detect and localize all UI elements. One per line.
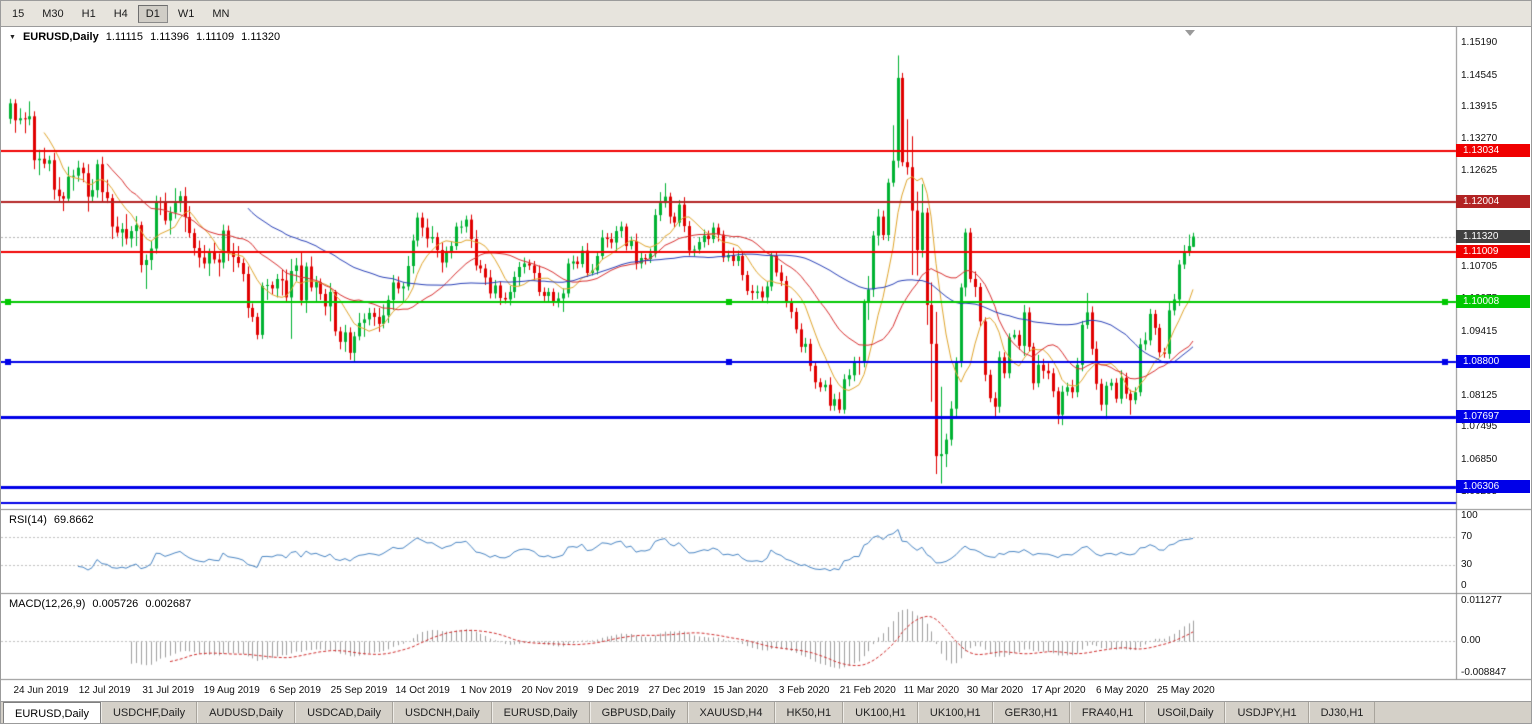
date-label: 20 Nov 2019	[521, 685, 579, 696]
macd-indicator-label: MACD(12,26,9) 0.005726 0.002687	[9, 598, 191, 610]
price-tick: 1.15190	[1461, 37, 1498, 49]
chart-tab-uk100-h1[interactable]: UK100,H1	[843, 702, 918, 723]
hline-price-label: 1.11009	[1456, 245, 1530, 259]
ohlc-low-value: 1.11109	[196, 31, 235, 43]
date-label: 11 Mar 2020	[903, 685, 960, 696]
hline-price-label: 1.12004	[1456, 195, 1530, 209]
chart-tab-usdjpy-h1[interactable]: USDJPY,H1	[1225, 702, 1309, 723]
date-label: 6 May 2020	[1096, 685, 1149, 696]
rsi-scale-label: 30	[1461, 559, 1473, 570]
date-label: 14 Oct 2019	[395, 685, 450, 696]
timeframe-button-w1[interactable]: W1	[177, 7, 195, 20]
date-label: 25 Sep 2019	[330, 685, 388, 696]
chart-tab-gbpusd-daily[interactable]: GBPUSD,Daily	[589, 702, 688, 723]
chart-tab-dj30-h1[interactable]: DJ30,H1	[1308, 702, 1376, 723]
price-axis: 1.151901.145451.139151.132701.126251.119…	[1456, 27, 1531, 701]
chart-symbol-label: EURUSD,Daily	[22, 31, 99, 43]
price-tick: 1.12625	[1461, 165, 1498, 177]
chart-tab-fra40-h1[interactable]: FRA40,H1	[1069, 702, 1146, 723]
price-tick: 1.09415	[1461, 325, 1498, 337]
timeframe-button-15[interactable]: 15	[12, 7, 25, 20]
rsi-scale-label: 100	[1461, 510, 1478, 521]
timeframe-button-h4[interactable]: H4	[113, 7, 128, 20]
ohlc-open-value: 1.11115	[105, 31, 144, 43]
chart-tab-uk100-h1[interactable]: UK100,H1	[917, 702, 993, 723]
date-label: 27 Dec 2019	[648, 685, 706, 696]
rsi-scale-label: 0	[1461, 580, 1467, 591]
date-label: 17 Apr 2020	[1031, 685, 1086, 696]
chart-tab-ger30-h1[interactable]: GER30,H1	[992, 702, 1070, 723]
chart-tab-usdcnh-daily[interactable]: USDCNH,Daily	[393, 702, 492, 723]
date-label: 3 Feb 2020	[778, 685, 830, 696]
rsi-scale-label: 70	[1461, 531, 1473, 542]
price-tick: 1.06850	[1461, 453, 1498, 465]
current-price-label: 1.11320	[1456, 229, 1530, 243]
date-label: 30 Mar 2020	[966, 685, 1024, 696]
hline-price-label: 1.06306	[1456, 479, 1530, 493]
hline-price-label: 1.08800	[1456, 355, 1530, 369]
chart-tab-bar: EURUSD,Daily USDCHF,Daily AUDUSD,Daily USDC…	[1, 701, 1531, 723]
timeframe-button-mn[interactable]: MN	[212, 7, 230, 20]
rsi-name: RSI(14)	[9, 514, 47, 526]
price-tick: 1.13270	[1461, 133, 1498, 145]
date-label: 6 Sep 2019	[269, 685, 321, 696]
price-tick: 1.13915	[1461, 101, 1498, 113]
date-label: 24 Jun 2019	[13, 685, 69, 696]
chart-tab-audusd-daily[interactable]: AUDUSD,Daily	[197, 702, 296, 723]
date-label: 31 Jul 2019	[142, 685, 195, 696]
hline-price-label: 1.07697	[1456, 410, 1530, 424]
ohlc-close-value: 1.11320	[241, 31, 281, 43]
price-tick: 1.14545	[1461, 69, 1498, 81]
chart-area: ▼ EURUSD,Daily 1.11115 1.11396 1.11109 1…	[1, 27, 1531, 701]
chart-canvas[interactable]	[1, 27, 1531, 701]
hline-price-label: 1.13034	[1456, 144, 1530, 158]
timeframe-button-m30[interactable]: M30	[42, 7, 64, 20]
timeframe-button-h1[interactable]: H1	[81, 7, 96, 20]
chart-tab-usdchf-daily[interactable]: USDCHF,Daily	[100, 702, 198, 723]
chart-tab-hk50-h1[interactable]: HK50,H1	[774, 702, 844, 723]
chart-title: ▼ EURUSD,Daily 1.11115 1.11396 1.11109 1…	[9, 31, 280, 43]
macd-name: MACD(12,26,9)	[9, 598, 86, 610]
price-tick: 1.07495	[1461, 421, 1498, 433]
timeframe-toolbar: 15 M30 H1 H4 D1 W1 MN	[1, 1, 1531, 27]
timeframe-button-d1[interactable]: D1	[137, 4, 168, 23]
date-label: 9 Dec 2019	[587, 685, 639, 696]
chart-tab-usoil-daily[interactable]: USOil,Daily	[1145, 702, 1226, 723]
chart-tab-usdcad-daily[interactable]: USDCAD,Daily	[295, 702, 394, 723]
date-label: 12 Jul 2019	[78, 685, 131, 696]
macd-scale-label: 0.011277	[1461, 595, 1502, 606]
chart-tab-eurusd-daily[interactable]: EURUSD,Daily	[491, 702, 590, 723]
rsi-value: 69.8662	[53, 514, 94, 526]
macd-scale-label: -0.008847	[1461, 667, 1507, 678]
date-label: 19 Aug 2019	[203, 685, 260, 696]
chart-shift-marker[interactable]	[1185, 30, 1195, 36]
price-tick: 1.08125	[1461, 389, 1498, 401]
date-label: 25 May 2020	[1156, 685, 1215, 696]
ohlc-high-value: 1.11396	[150, 31, 190, 43]
rsi-indicator-label: RSI(14) 69.8662	[9, 514, 94, 526]
date-label: 15 Jan 2020	[713, 685, 769, 696]
price-tick: 1.10705	[1461, 261, 1498, 273]
date-label: 21 Feb 2020	[839, 685, 896, 696]
date-axis: 24 Jun 2019 12 Jul 2019 31 Jul 2019 19 Aug …	[1, 679, 1456, 701]
macd-scale-label: 0.00	[1461, 635, 1481, 647]
macd-main-value: 0.005726	[92, 598, 139, 610]
chart-menu-arrow-icon[interactable]: ▼	[9, 33, 16, 41]
macd-signal-value: 0.002687	[145, 598, 192, 610]
chart-tab-xauusd-h4[interactable]: XAUUSD,H4	[687, 702, 775, 723]
chart-tab-eurusd-daily[interactable]: EURUSD,Daily	[3, 702, 101, 723]
date-label: 1 Nov 2019	[460, 685, 512, 696]
hline-price-label: 1.10008	[1456, 295, 1530, 309]
